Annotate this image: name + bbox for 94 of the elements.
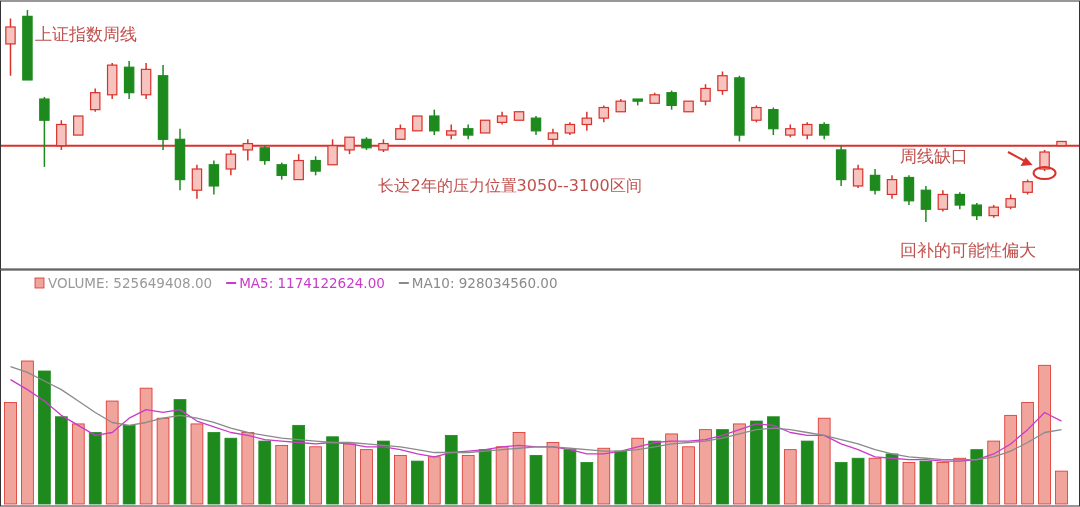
bar — [224, 437, 238, 505]
candlestick — [852, 164, 864, 189]
candlestick — [666, 89, 677, 111]
bar — [444, 434, 458, 505]
bar — [936, 462, 950, 505]
bar — [546, 442, 560, 505]
candlestick — [293, 153, 304, 181]
bar — [529, 454, 543, 505]
bar — [292, 424, 305, 505]
bar — [902, 462, 916, 505]
bar — [4, 402, 17, 505]
bar — [394, 454, 407, 505]
candlestick — [208, 159, 220, 196]
candlestick — [903, 174, 915, 206]
candlestick — [5, 17, 16, 77]
bar — [71, 423, 85, 505]
bar — [851, 457, 865, 505]
bar — [716, 429, 729, 505]
candlestick — [1039, 149, 1050, 172]
bar — [88, 432, 102, 505]
bar — [597, 447, 611, 505]
candlestick — [581, 111, 593, 132]
bar — [750, 420, 763, 505]
bar — [377, 440, 390, 505]
bar — [156, 417, 170, 505]
bar — [1021, 402, 1034, 505]
bar — [1055, 470, 1068, 505]
bar — [699, 429, 712, 505]
candlestick — [886, 174, 898, 200]
candlestick — [89, 87, 101, 113]
bar — [139, 387, 153, 505]
bar — [512, 432, 526, 505]
bar — [207, 432, 221, 505]
bar — [258, 440, 272, 505]
bar — [309, 446, 322, 505]
candlestick — [869, 168, 881, 196]
candlestick — [920, 185, 932, 223]
bar — [970, 449, 984, 505]
candlestick — [717, 70, 728, 96]
candlestick — [768, 106, 779, 136]
candlestick — [310, 155, 321, 177]
legend-label: VOLUME: 525649408.00 — [48, 275, 213, 291]
candlestick — [225, 149, 237, 177]
bar — [38, 370, 51, 505]
bar — [733, 423, 746, 505]
bar — [783, 449, 797, 505]
legend-label: MA10: 928034560.00 — [411, 275, 558, 291]
bar — [461, 454, 475, 505]
bar — [631, 437, 645, 505]
bar — [1004, 414, 1017, 505]
bar — [614, 450, 628, 505]
bar — [682, 446, 695, 505]
annotation: 周线缺口 — [900, 146, 968, 166]
bar — [360, 449, 373, 505]
candlestick — [191, 164, 203, 200]
bar — [275, 444, 289, 505]
candlestick — [39, 96, 50, 168]
bar — [105, 400, 119, 505]
legend-label: MA5: 1174122624.00 — [239, 275, 385, 291]
candlestick — [259, 144, 271, 166]
bar — [173, 399, 187, 505]
bar — [21, 360, 34, 505]
text: 上证指数周线 — [35, 24, 137, 44]
bar — [665, 433, 678, 505]
bar — [987, 440, 1001, 505]
bar — [411, 460, 424, 505]
bar — [495, 446, 509, 505]
bar — [580, 462, 594, 505]
bar — [343, 443, 356, 505]
bar — [648, 440, 661, 505]
candlestick — [73, 115, 84, 136]
bar — [122, 424, 136, 505]
bar — [953, 457, 967, 505]
candlestick — [530, 115, 542, 136]
bar — [885, 453, 899, 505]
bar — [767, 416, 780, 505]
bar — [563, 449, 577, 505]
text: 回补的可能性偏大 — [900, 240, 1036, 260]
bar — [241, 432, 255, 505]
bar — [326, 436, 339, 505]
bar — [427, 456, 441, 505]
ref-line-label: 长达2年的压力位置3050--3100区间 — [378, 175, 642, 195]
bar — [817, 417, 831, 505]
bar — [800, 440, 814, 505]
bar — [868, 457, 882, 505]
candlestick — [429, 108, 440, 136]
bar — [834, 462, 848, 505]
bar — [478, 449, 492, 505]
bar — [55, 416, 68, 505]
bar — [919, 460, 933, 505]
candlestick — [937, 189, 949, 213]
candlestick — [700, 83, 711, 107]
bar — [1038, 364, 1051, 505]
bar — [190, 423, 204, 505]
